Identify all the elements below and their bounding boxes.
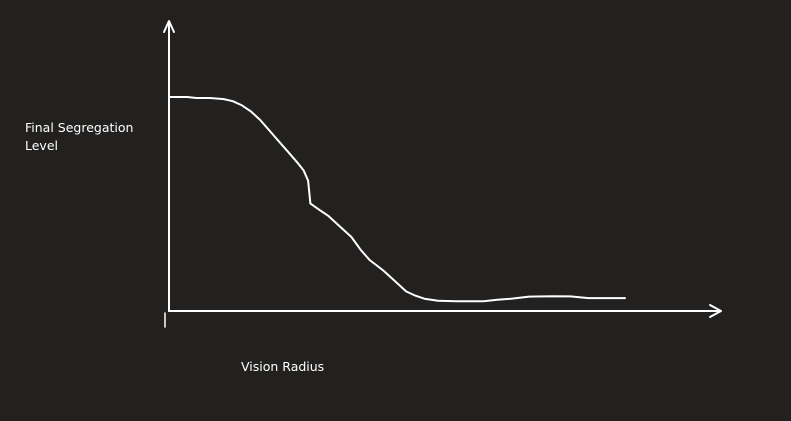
y-axis-arrow (163, 20, 175, 33)
y-axis-label: Final Segregation Level (25, 120, 134, 153)
chart-axes (163, 20, 722, 328)
x-axis-label: Vision Radius (241, 359, 325, 374)
chart-series-layer (168, 96, 626, 303)
series-line-0 (168, 96, 626, 303)
x-axis-arrow (709, 304, 722, 318)
